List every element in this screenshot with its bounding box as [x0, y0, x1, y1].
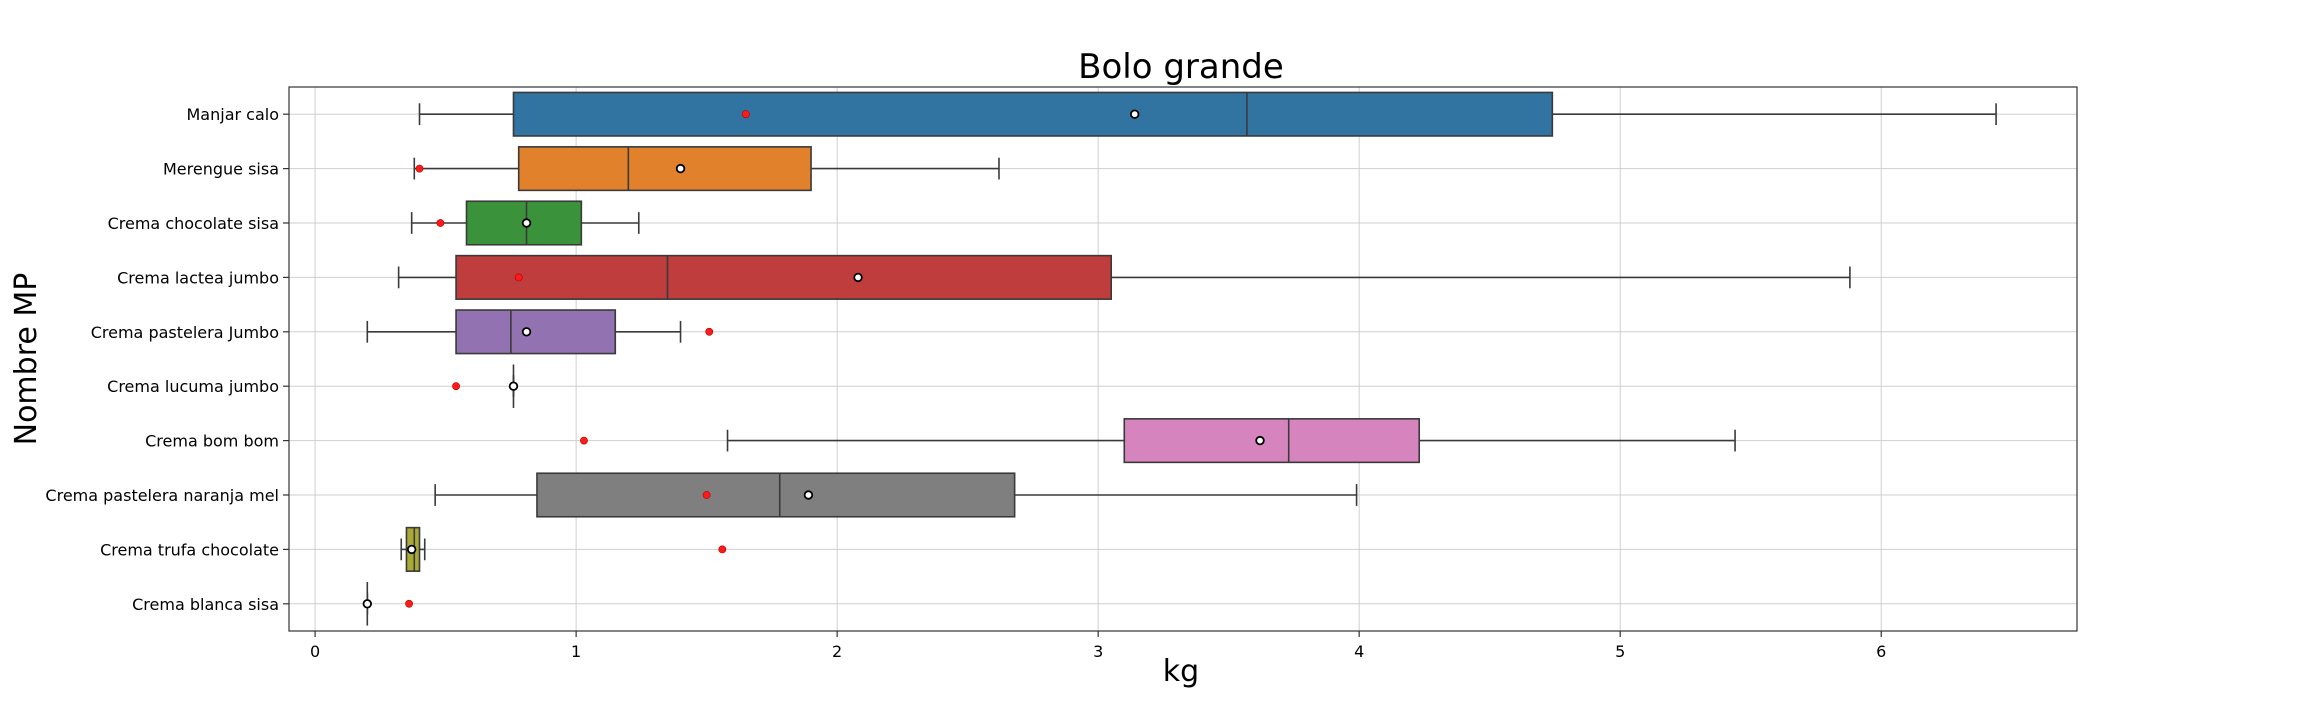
- box: [512, 91, 1554, 137]
- y-axis-label: Nombre MP: [9, 273, 44, 446]
- mean-marker: [803, 490, 814, 500]
- y-tick-label: Crema pastelera Jumbo: [91, 323, 279, 342]
- y-tick-label: Crema trufa chocolate: [100, 540, 279, 559]
- box: [1123, 418, 1421, 464]
- box: [536, 472, 1016, 518]
- box-group: [397, 254, 1851, 300]
- box-group: [726, 418, 1736, 464]
- box: [517, 146, 812, 192]
- red-point: [405, 599, 413, 608]
- box-group: [366, 309, 682, 355]
- red-point: [702, 491, 711, 499]
- box: [455, 309, 617, 355]
- x-tick-label: 6: [1876, 642, 1886, 661]
- box-group: [413, 146, 1000, 192]
- x-tick-label: 0: [310, 642, 320, 661]
- y-ticks: Manjar calo Merengue sisa Crema chocolate …: [45, 105, 289, 614]
- box-group: [434, 472, 1358, 518]
- red-point: [718, 545, 727, 554]
- mean-marker: [521, 327, 532, 337]
- points: [362, 109, 1265, 609]
- y-tick-label: Crema blanca sisa: [132, 595, 279, 614]
- y-tick-label: Merengue sisa: [163, 160, 279, 179]
- chart-title: Bolo grande: [1078, 47, 1284, 87]
- mean-marker: [508, 381, 519, 391]
- x-ticks: 0 1 2 3 4 5 6: [310, 631, 1886, 661]
- x-tick-label: 2: [832, 642, 842, 661]
- x-tick-label: 4: [1354, 642, 1364, 661]
- y-tick-label: Crema lucuma jumbo: [107, 377, 279, 396]
- red-point: [415, 164, 424, 173]
- mean-marker: [362, 599, 373, 609]
- mean-marker: [1255, 435, 1265, 446]
- mean-marker: [406, 544, 417, 555]
- red-point: [452, 382, 460, 391]
- mean-marker: [1130, 109, 1140, 119]
- red-point: [436, 219, 445, 227]
- box: [455, 254, 1113, 300]
- x-tick-label: 1: [571, 642, 581, 661]
- box-group: [418, 91, 1997, 137]
- boxes: [366, 91, 1997, 626]
- x-tick-label: 3: [1093, 642, 1103, 661]
- red-point: [741, 110, 750, 119]
- mean-marker: [675, 163, 686, 174]
- x-tick-label: 5: [1615, 642, 1625, 661]
- x-axis-label: kg: [1163, 654, 1199, 689]
- y-tick-label: Crema pastelera naranja mel: [45, 486, 279, 505]
- y-tick-label: Crema bom bom: [145, 432, 279, 451]
- red-point: [580, 436, 588, 445]
- y-tick-label: Manjar calo: [187, 105, 280, 124]
- mean-marker: [521, 218, 532, 228]
- plot-frame: [288, 86, 2078, 632]
- y-tick-label: Crema lactea jumbo: [117, 268, 279, 287]
- red-point: [705, 327, 714, 336]
- red-point: [514, 273, 523, 282]
- y-tick-label: Crema chocolate sisa: [108, 214, 279, 233]
- mean-marker: [853, 272, 863, 283]
